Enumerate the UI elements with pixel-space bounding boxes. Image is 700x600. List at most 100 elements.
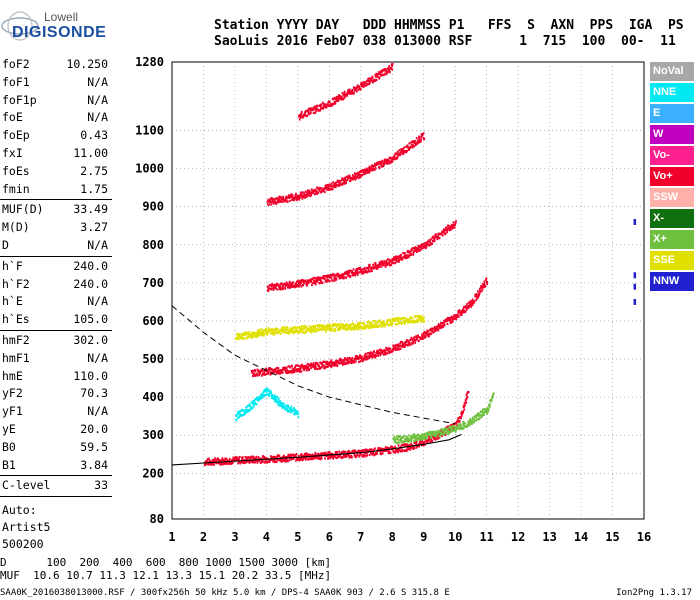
data-point — [266, 333, 269, 336]
data-point — [418, 435, 421, 438]
data-point — [308, 278, 311, 282]
data-point — [311, 457, 314, 461]
data-point — [400, 148, 403, 151]
data-point — [299, 196, 301, 199]
data-point — [451, 426, 453, 430]
data-point — [351, 356, 354, 360]
data-point — [412, 340, 415, 343]
data-point — [258, 328, 261, 331]
data-point — [429, 440, 432, 444]
data-point — [392, 262, 395, 265]
data-point — [270, 203, 273, 206]
data-point — [298, 370, 301, 373]
data-point — [286, 460, 289, 463]
data-point — [422, 337, 424, 340]
data-point — [288, 370, 291, 373]
data-point — [473, 418, 476, 421]
data-point — [319, 109, 322, 112]
data-point — [418, 135, 420, 138]
data-point — [410, 336, 413, 340]
data-point — [395, 256, 397, 259]
data-point — [287, 365, 290, 368]
data-point — [480, 414, 483, 417]
data-point — [339, 327, 341, 330]
data-point — [398, 260, 401, 263]
data-point — [460, 410, 463, 413]
data-point — [369, 270, 372, 273]
data-point — [359, 173, 362, 177]
data-point — [313, 330, 316, 333]
data-point — [312, 457, 315, 460]
data-point — [269, 201, 272, 204]
data-point — [357, 174, 360, 177]
series-nne — [235, 387, 300, 422]
data-point — [477, 290, 479, 293]
data-point — [284, 287, 287, 290]
data-point — [415, 137, 418, 140]
data-point — [303, 326, 306, 329]
data-point — [443, 324, 446, 327]
data-point — [327, 454, 330, 457]
data-point — [312, 279, 315, 282]
data-point — [269, 371, 272, 374]
data-point — [237, 337, 240, 341]
data-point — [252, 400, 254, 403]
data-point — [357, 449, 360, 452]
data-point — [293, 330, 296, 333]
data-point — [290, 458, 292, 461]
data-point — [483, 280, 486, 283]
data-point — [312, 328, 315, 331]
data-point — [410, 435, 412, 438]
data-point — [300, 285, 303, 288]
data-point — [488, 403, 491, 406]
data-point — [438, 431, 441, 434]
data-point — [253, 372, 256, 375]
data-point — [380, 265, 383, 268]
param-name: yF2 — [2, 386, 23, 401]
data-point — [302, 279, 305, 282]
data-point — [341, 451, 344, 455]
data-point — [318, 278, 321, 281]
data-point — [300, 453, 303, 456]
data-point — [288, 410, 291, 413]
data-point — [454, 222, 457, 225]
data-point — [291, 369, 294, 372]
x-tick-label: 6 — [326, 530, 333, 544]
data-point — [367, 269, 370, 273]
data-point — [309, 111, 312, 115]
param-row: foE N/A — [2, 109, 108, 126]
data-point — [344, 453, 346, 456]
data-point — [238, 460, 241, 463]
data-point — [349, 361, 351, 364]
data-point — [393, 435, 395, 438]
data-point — [353, 326, 356, 329]
data-point — [285, 195, 288, 198]
data-point — [401, 440, 404, 443]
param-row: foEs 2.75 — [2, 163, 108, 180]
data-point — [467, 391, 470, 394]
param-value: 59.5 — [80, 439, 108, 454]
data-point — [323, 188, 325, 191]
data-point — [267, 332, 269, 335]
data-point — [306, 362, 309, 366]
data-point — [423, 246, 426, 249]
data-point — [440, 321, 442, 325]
data-point — [271, 396, 273, 400]
data-point — [344, 358, 347, 361]
data-point — [363, 323, 366, 326]
param-value: N/A — [87, 110, 108, 125]
data-point — [356, 271, 359, 274]
data-point — [300, 192, 303, 195]
data-point — [292, 326, 295, 329]
data-point — [355, 172, 358, 176]
y-tick-label: 1280 — [135, 55, 164, 69]
data-point — [281, 326, 284, 329]
data-point — [427, 432, 429, 436]
data-point — [344, 176, 347, 179]
data-point — [420, 442, 422, 445]
data-point — [362, 453, 365, 456]
data-point — [292, 454, 295, 457]
data-point — [279, 402, 282, 405]
data-point — [312, 111, 315, 115]
data-point — [271, 287, 273, 290]
